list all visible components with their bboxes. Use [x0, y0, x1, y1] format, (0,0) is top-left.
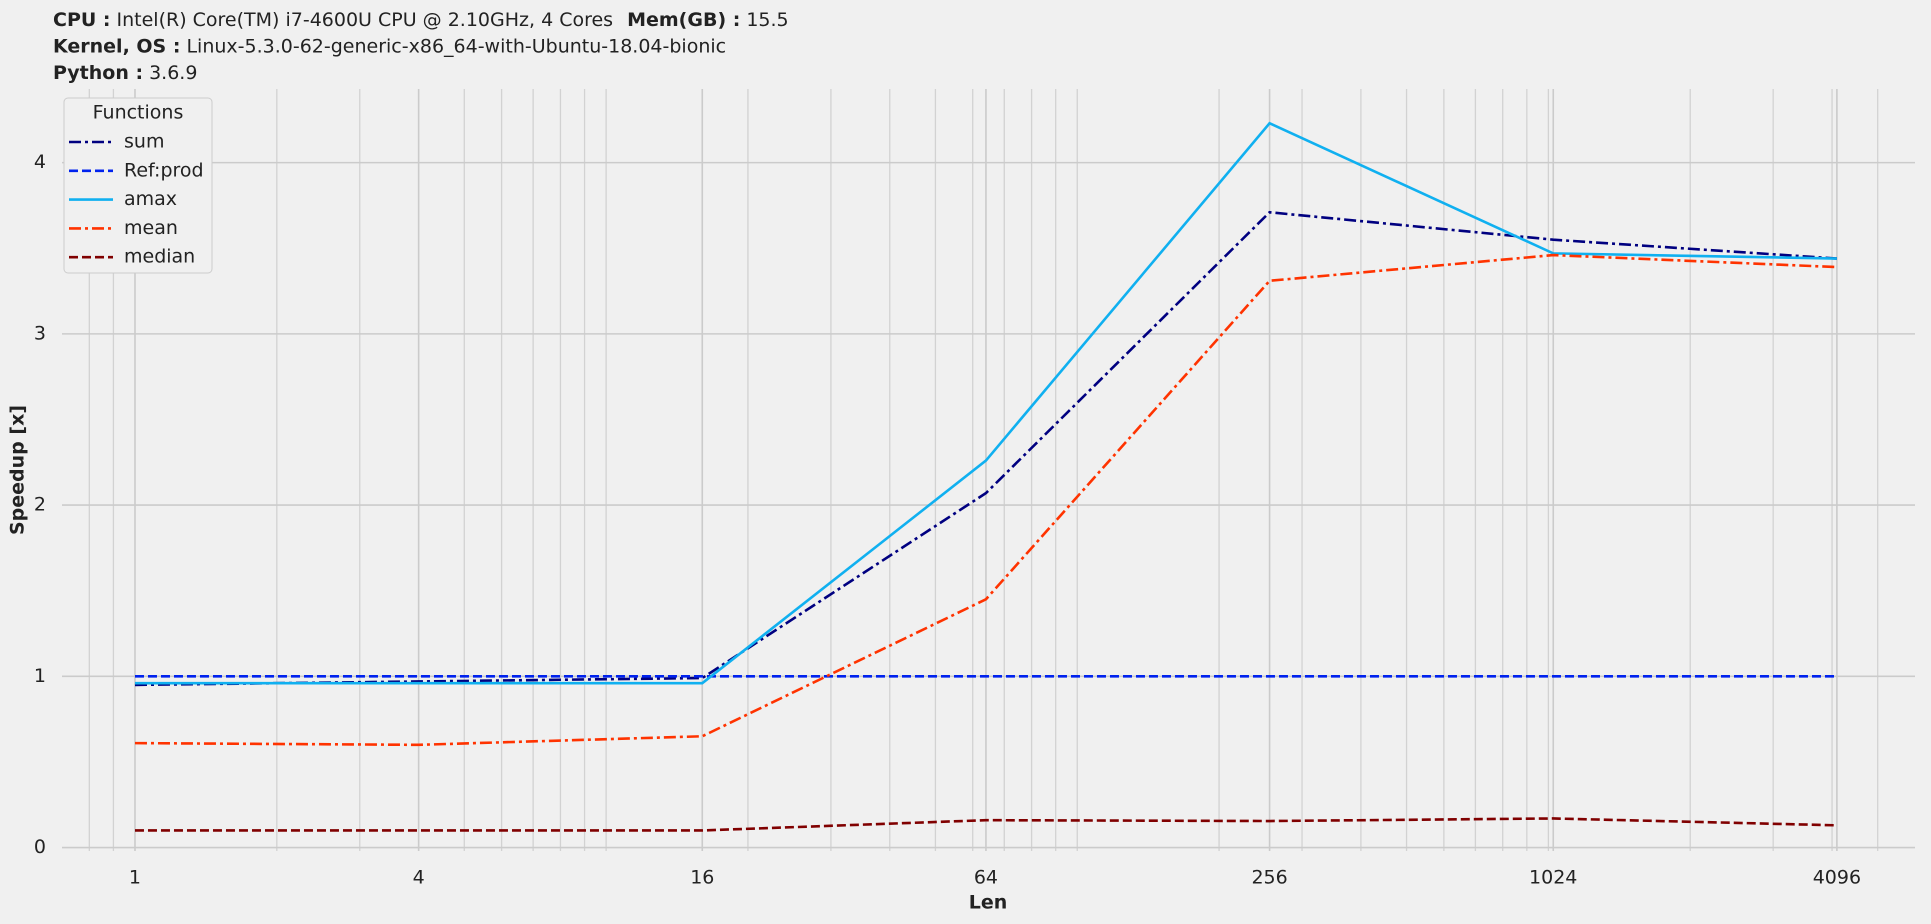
y-tick-label: 4 [34, 151, 46, 173]
legend-label: amax [124, 188, 177, 210]
header-value: 15.5 [746, 9, 788, 31]
legend-label: Ref:prod [124, 159, 204, 181]
header-key: Mem(GB) : [627, 9, 740, 31]
lines [134, 121, 1837, 832]
header-value: Intel(R) Core(TM) i7-4600U CPU @ 2.10GHz… [117, 9, 614, 31]
legend-label: median [124, 246, 195, 268]
x-tick-label: 1024 [1529, 867, 1577, 889]
x-tick-label: 16 [690, 867, 714, 889]
header-value: Linux-5.3.0-62-generic-x86_64-with-Ubunt… [186, 35, 726, 57]
legend-label: sum [124, 131, 164, 153]
x-axis-label: Len [969, 892, 1008, 914]
header-line: Kernel, OS : Linux-5.3.0-62-generic-x86_6… [53, 35, 726, 57]
series-line [134, 210, 1837, 687]
series-line [134, 121, 1837, 685]
header-value: 3.6.9 [149, 62, 197, 84]
x-tick-label: 256 [1251, 867, 1287, 889]
series-line [134, 817, 1837, 832]
x-tick-label: 1 [129, 867, 141, 889]
x-tick-label: 4 [413, 867, 425, 889]
header-key: Kernel, OS : [53, 35, 180, 57]
x-tick-label: 4096 [1813, 867, 1861, 889]
y-tick-label: 3 [34, 322, 46, 344]
header-key: CPU : [53, 9, 111, 31]
header-line: CPU : Intel(R) Core(TM) i7-4600U CPU @ 2.… [53, 9, 789, 31]
header-line: Python : 3.6.9 [53, 62, 197, 84]
legend: Functions sum Ref:prod amax mean median [63, 97, 213, 274]
legend-title: Functions [93, 102, 184, 124]
series-line [134, 253, 1837, 747]
header-key: Python : [53, 62, 143, 84]
y-tick-label: 2 [34, 494, 46, 516]
header: CPU : Intel(R) Core(TM) i7-4600U CPU @ 2.… [53, 9, 789, 84]
legend-label: mean [124, 217, 178, 239]
x-tick-label: 64 [974, 867, 998, 889]
y-tick-label: 1 [34, 665, 46, 687]
y-axis-label: Speedup [x] [7, 405, 29, 535]
y-tick-label: 0 [34, 836, 46, 858]
